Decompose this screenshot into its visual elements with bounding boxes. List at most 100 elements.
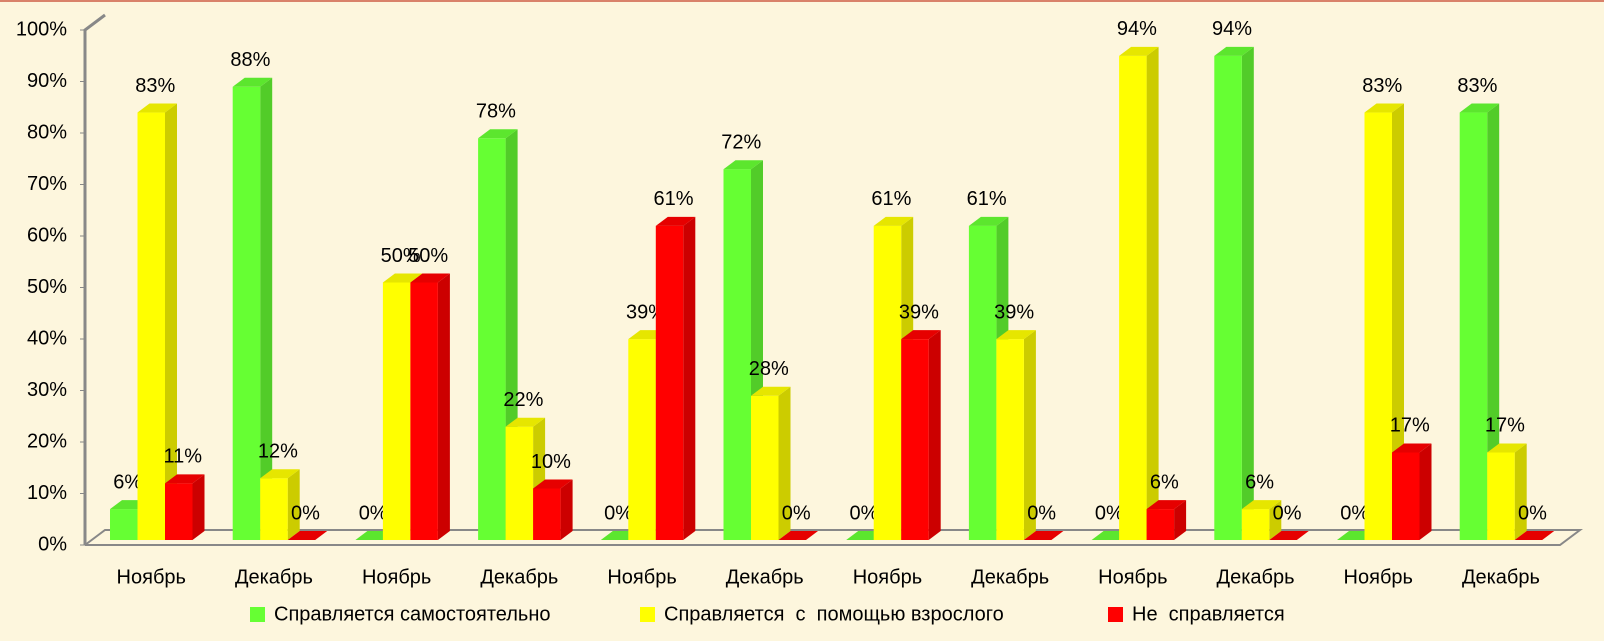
bar-side [287, 469, 300, 540]
y-tick-label: 20% [27, 430, 67, 452]
y-tick-label: 0% [38, 533, 67, 555]
data-label: 0% [849, 502, 878, 524]
y-tick-label: 30% [27, 379, 67, 401]
data-label: 0% [1095, 502, 1124, 524]
left-wall [83, 13, 106, 545]
data-label: 0% [1340, 502, 1369, 524]
data-label: 11% [163, 446, 202, 468]
bar-front [260, 478, 288, 540]
bar-top [1459, 103, 1500, 113]
x-tick-label: Ноябрь [1098, 566, 1167, 588]
bar-top [165, 474, 205, 484]
data-label: 0% [359, 502, 388, 524]
data-label: 83% [1457, 75, 1497, 97]
bar-top [260, 469, 300, 479]
bar-top [410, 273, 450, 283]
bar-front [968, 225, 997, 540]
bar-top [533, 479, 573, 489]
data-label: 50% [381, 245, 421, 267]
bar-side [560, 479, 573, 540]
bar-top [968, 216, 1009, 226]
x-tick-label: Декабрь [480, 566, 558, 588]
bar [1241, 500, 1282, 540]
x-tick-label: Ноябрь [607, 566, 676, 588]
bar-side [192, 474, 205, 540]
data-label: 39% [899, 301, 939, 323]
data-label: 17% [1390, 415, 1430, 437]
data-label: 17% [1485, 415, 1525, 437]
bar-side [1023, 330, 1036, 540]
bar-front [137, 112, 165, 541]
bar-side [1241, 46, 1254, 541]
data-label: 61% [967, 188, 1007, 210]
bar-side [1269, 500, 1282, 540]
bar-front [655, 225, 684, 540]
bar-top [232, 77, 273, 87]
bar-top [873, 216, 914, 226]
x-tick-label: Ноябрь [853, 566, 922, 588]
bar-front [1241, 509, 1270, 540]
data-label: 61% [871, 188, 911, 210]
x-tick-label: Декабрь [971, 566, 1049, 588]
bar-top [1487, 443, 1527, 453]
x-tick-label: Декабрь [1217, 566, 1295, 588]
bar [1392, 443, 1432, 540]
data-label: 78% [476, 101, 516, 123]
bar-side [165, 103, 177, 541]
y-tick-label: 60% [27, 224, 67, 246]
data-label: 83% [135, 75, 175, 97]
data-label: 10% [531, 451, 571, 473]
bar-front [1214, 55, 1242, 541]
bar-front [1146, 509, 1175, 540]
bar [137, 103, 177, 541]
bar [1514, 531, 1555, 540]
bar [260, 469, 300, 540]
bar-front [505, 426, 534, 540]
data-label: 72% [721, 131, 761, 153]
bar-side [1146, 46, 1159, 541]
bar-side [683, 216, 696, 540]
data-label: 0% [291, 502, 320, 524]
bar [901, 330, 941, 540]
data-label: 28% [749, 358, 789, 380]
y-tick-label: 90% [27, 70, 67, 92]
y-tick-label: 10% [27, 482, 67, 504]
y-tick-label: 50% [27, 276, 67, 298]
bar-top [137, 103, 177, 113]
bar [1023, 531, 1064, 540]
bar-top [1146, 500, 1187, 510]
data-label: 94% [1212, 18, 1252, 40]
bar-front [382, 282, 411, 540]
bar-top [1514, 531, 1555, 540]
bar [778, 531, 818, 540]
data-label: 39% [994, 301, 1034, 323]
bar-top [505, 417, 546, 427]
bar-front [873, 225, 902, 540]
bar [232, 77, 273, 541]
bar-front [1459, 112, 1488, 541]
bar-top [382, 273, 423, 283]
bar [1459, 103, 1500, 541]
bar-top [655, 216, 696, 226]
bar-side [1392, 103, 1404, 541]
bar-side [1514, 443, 1527, 540]
data-label: 88% [230, 49, 270, 71]
bar-top [996, 330, 1036, 340]
legend-label: Справляется самостоятельно [274, 603, 551, 625]
legend-swatch [1108, 607, 1123, 622]
bar-front [1392, 452, 1420, 540]
data-label: 12% [258, 440, 298, 462]
bar [410, 273, 450, 540]
bar [1119, 46, 1159, 541]
x-tick-label: Ноябрь [362, 566, 431, 588]
bar-top [1392, 443, 1432, 453]
bar [287, 531, 328, 540]
bar-side [1487, 103, 1500, 541]
bar-top [723, 160, 763, 170]
bar-top [901, 330, 941, 340]
data-label: 6% [1150, 471, 1179, 493]
x-tick-label: Декабрь [1462, 566, 1540, 588]
bar-front [478, 138, 506, 541]
bar-front [996, 339, 1024, 540]
